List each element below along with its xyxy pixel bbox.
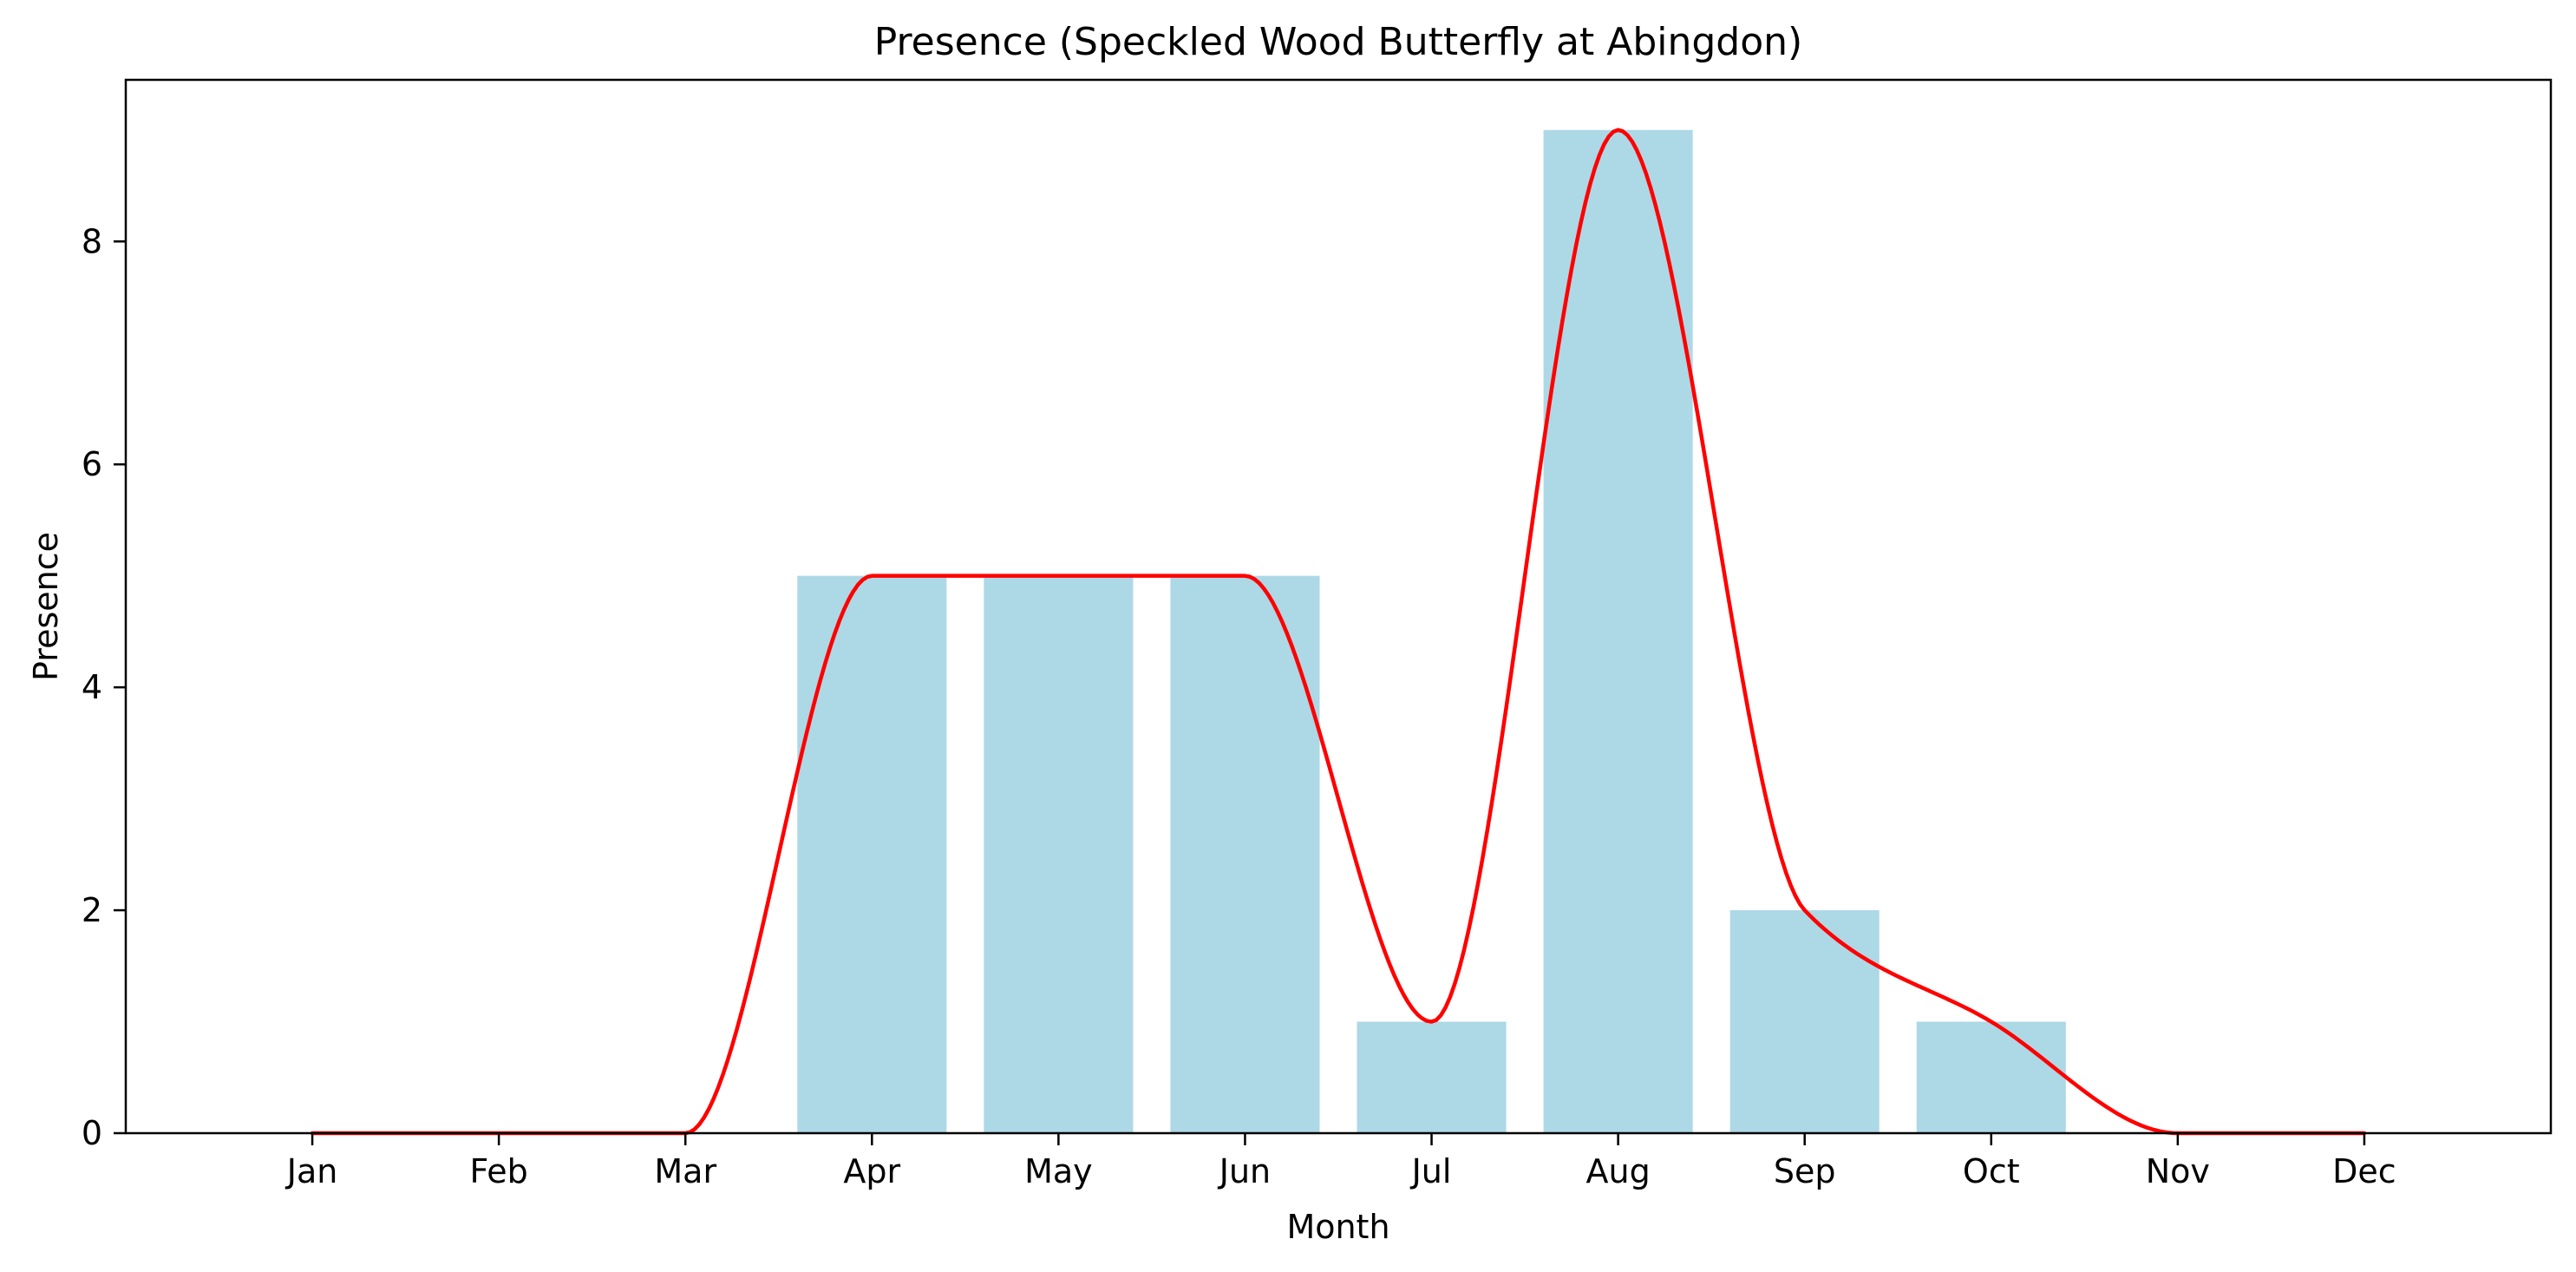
x-tick-label-jun: Jun xyxy=(1218,1152,1271,1190)
y-axis: 0 2 4 6 8 xyxy=(82,222,126,1152)
y-tick-label-0: 0 xyxy=(82,1114,102,1152)
x-tick-label-jan: Jan xyxy=(285,1152,338,1190)
bar-may xyxy=(984,575,1134,1133)
bar-sep xyxy=(1729,910,1880,1133)
bar-apr xyxy=(797,575,947,1133)
plot-frame xyxy=(124,78,2553,1135)
bar-aug xyxy=(1543,129,1693,1133)
chart-title: Presence (Speckled Wood Butterfly at Abi… xyxy=(874,20,1802,64)
y-tick-label-8: 8 xyxy=(82,222,102,260)
x-tick-label-dec: Dec xyxy=(2332,1152,2396,1190)
y-tick-label-2: 2 xyxy=(82,891,102,929)
x-tick-label-oct: Oct xyxy=(1963,1152,2020,1190)
bar-jun xyxy=(1170,575,1320,1133)
bar-jul xyxy=(1357,1021,1507,1133)
x-tick-label-feb: Feb xyxy=(470,1152,528,1190)
smoothed-curve xyxy=(310,128,2367,1136)
x-tick-label-aug: Aug xyxy=(1586,1152,1651,1190)
y-tick-label-4: 4 xyxy=(82,668,102,706)
bars xyxy=(797,129,2066,1133)
y-tick-label-6: 6 xyxy=(82,445,102,483)
x-tick-label-mar: Mar xyxy=(654,1152,716,1190)
x-axis: Jan Feb Mar Apr May Jun Jul Aug Sep Oct Nov Dec xyxy=(285,1133,2396,1190)
x-tick-label-apr: Apr xyxy=(843,1152,900,1190)
y-axis-label: Presence xyxy=(27,532,65,681)
smoothed-line xyxy=(310,128,2367,1136)
bar-oct xyxy=(1916,1021,2066,1133)
x-axis-label: Month xyxy=(1286,1208,1389,1246)
x-tick-label-jul: Jul xyxy=(1410,1152,1452,1190)
x-tick-label-sep: Sep xyxy=(1774,1152,1836,1190)
x-tick-label-may: May xyxy=(1024,1152,1093,1190)
x-tick-label-nov: Nov xyxy=(2146,1152,2210,1190)
